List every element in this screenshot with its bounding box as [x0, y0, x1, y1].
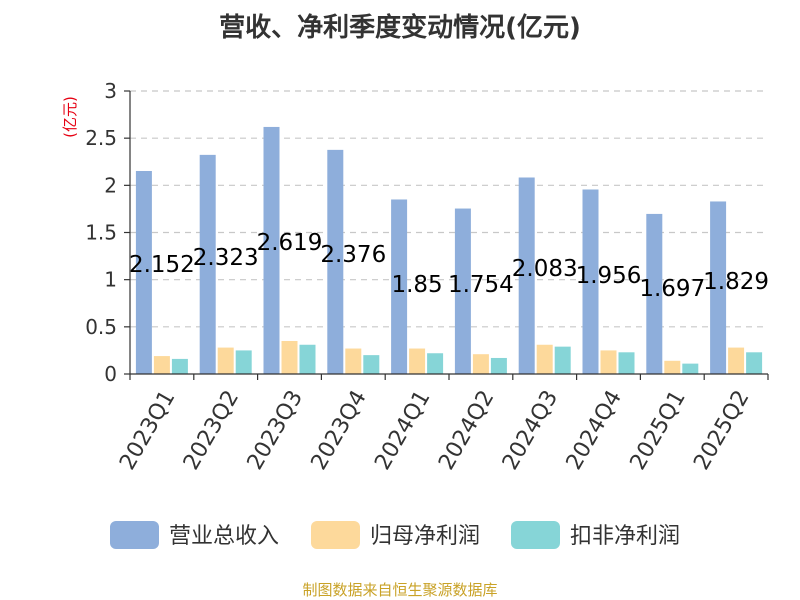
bar-2025Q1-0: [646, 213, 663, 374]
y-tick-label: 2: [104, 173, 117, 197]
bar-2023Q2-1: [217, 347, 234, 374]
bar-2023Q3-0: [263, 126, 280, 374]
x-tick-label: 2023Q4: [307, 386, 372, 474]
data-label: 1.697: [639, 276, 705, 302]
bar-2023Q3-2: [299, 344, 316, 374]
bar-2023Q2-2: [235, 350, 252, 374]
bar-2024Q2-2: [490, 357, 507, 374]
legend: 营业总收入 归母净利润 扣非净利润: [110, 521, 680, 549]
bar-2024Q4-2: [618, 352, 635, 374]
data-label: 2.619: [257, 230, 323, 256]
y-ticks: 0 0.5 1 1.5 2 2.5 3: [85, 79, 130, 386]
bar-2025Q2-2: [746, 352, 763, 374]
y-tick-label: 0: [104, 362, 117, 386]
data-label: 2.323: [193, 245, 259, 271]
bar-2023Q3-1: [281, 340, 298, 374]
bar-2024Q4-0: [582, 189, 599, 374]
x-tick-label: 2024Q3: [498, 386, 563, 474]
bar-2024Q3-2: [554, 346, 571, 374]
x-tick-label: 2025Q1: [626, 386, 691, 474]
x-tick-label: 2024Q1: [370, 386, 435, 474]
bar-2024Q3-0: [518, 177, 535, 374]
bar-2024Q2-1: [472, 354, 489, 374]
bar-2023Q1-1: [153, 356, 170, 374]
bar-2025Q1-2: [682, 363, 699, 374]
bar-2025Q2-1: [728, 347, 745, 374]
legend-label: 扣非净利润: [570, 524, 680, 549]
bars: [135, 126, 763, 374]
data-label: 2.083: [512, 256, 578, 282]
bar-2025Q1-1: [664, 360, 681, 374]
x-tick-label: 2024Q2: [434, 386, 499, 474]
bar-2024Q1-2: [427, 353, 444, 374]
bar-2023Q4-1: [345, 348, 362, 374]
x-tick-label: 2025Q2: [689, 386, 754, 474]
bar-2023Q2-0: [199, 154, 216, 374]
legend-swatch: [110, 521, 159, 549]
bar-2023Q1-0: [135, 170, 152, 374]
data-label: 1.956: [576, 263, 642, 289]
bar-2024Q4-1: [600, 350, 617, 374]
bar-2025Q2-0: [710, 201, 727, 374]
bar-2023Q1-2: [171, 358, 188, 374]
y-tick-label: 2.5: [85, 126, 117, 150]
y-tick-label: 1.5: [85, 221, 117, 245]
data-label: 1.829: [703, 269, 769, 295]
data-label: 1.754: [448, 272, 514, 298]
x-ticks: 2023Q12023Q22023Q32023Q42024Q12024Q22024…: [115, 374, 769, 474]
y-tick-label: 0.5: [85, 315, 117, 339]
x-tick-label: 2023Q3: [243, 386, 308, 474]
source-note: 制图数据来自恒生聚源数据库: [302, 581, 497, 599]
x-tick-label: 2024Q4: [562, 386, 627, 474]
bar-2024Q3-1: [536, 344, 553, 374]
bar-2023Q4-2: [363, 355, 380, 374]
y-unit-label: (亿元): [61, 96, 79, 138]
bar-2023Q4-0: [327, 149, 344, 374]
x-tick-label: 2023Q2: [179, 386, 244, 474]
chart-title: 营收、净利季度变动情况(亿元): [219, 12, 581, 43]
y-tick-label: 3: [104, 79, 117, 103]
x-tick-label: 2023Q1: [115, 386, 180, 474]
y-tick-label: 1: [104, 268, 117, 292]
bar-2024Q2-0: [454, 208, 471, 374]
legend-label: 归母净利润: [370, 524, 480, 549]
bar-2024Q1-1: [409, 348, 426, 374]
data-label: 1.85: [391, 272, 442, 298]
legend-swatch: [311, 521, 360, 549]
data-label: 2.376: [320, 242, 386, 268]
data-label: 2.152: [129, 252, 195, 278]
legend-label: 营业总收入: [169, 524, 279, 549]
legend-swatch: [511, 521, 560, 549]
bar-2024Q1-0: [391, 199, 408, 374]
